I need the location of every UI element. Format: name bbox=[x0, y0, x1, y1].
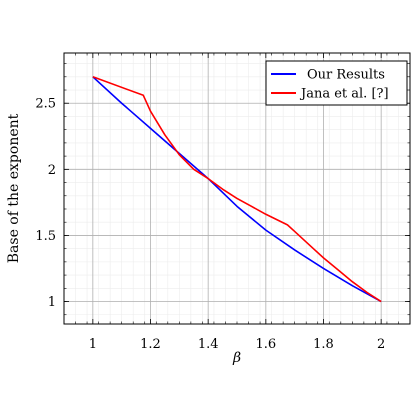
series-layer bbox=[92, 76, 382, 303]
x-tick-label: 1.4 bbox=[198, 337, 219, 352]
legend-box bbox=[265, 60, 408, 106]
x-tick-label: 1.2 bbox=[140, 337, 161, 352]
legend-entry-jana-et-al: Jana et al. [?] bbox=[299, 87, 389, 102]
series-line-jana-et-al bbox=[92, 76, 382, 303]
series-line-our-results bbox=[92, 76, 382, 303]
tick-labels: 1 1.2 1.4 1.6 1.8 2 1 1.5 2 2.5 bbox=[35, 97, 385, 352]
x-tick-label: 1.6 bbox=[255, 337, 276, 352]
legend: Our Results Jana et al. [?] bbox=[265, 60, 408, 106]
y-tick-label: 2.5 bbox=[35, 97, 56, 112]
legend-entry-our-results: Our Results bbox=[307, 68, 385, 83]
y-tick-label: 1 bbox=[48, 295, 56, 310]
x-tick-label: 1.8 bbox=[313, 337, 334, 352]
y-axis-label: Base of the exponent bbox=[6, 113, 22, 263]
y-tick-label: 2 bbox=[48, 163, 56, 178]
ticks bbox=[63, 53, 411, 324]
x-axis-label: β bbox=[232, 350, 241, 366]
x-tick-label: 2 bbox=[377, 337, 385, 352]
x-tick-label: 1 bbox=[89, 337, 97, 352]
y-tick-label: 1.5 bbox=[35, 229, 56, 244]
